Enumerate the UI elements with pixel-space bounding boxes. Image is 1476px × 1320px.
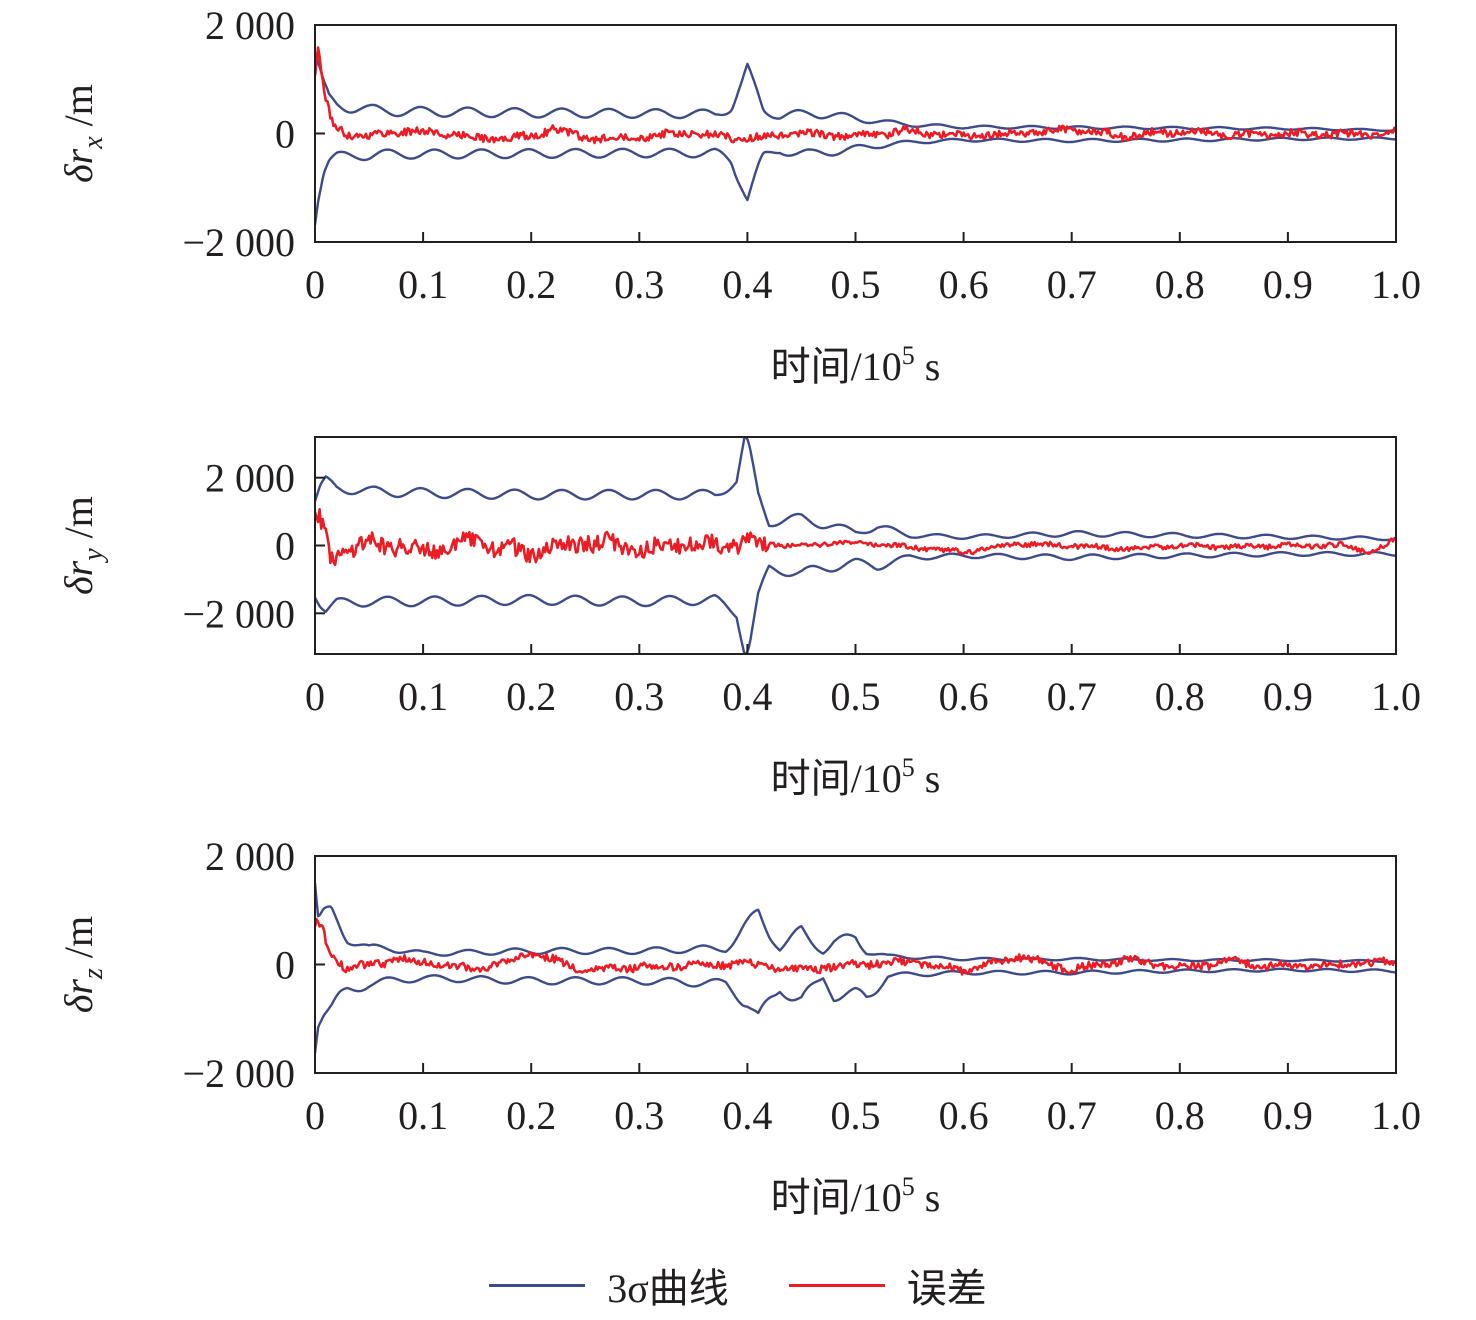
x-tick-label: 1.0 [1371,674,1421,719]
series-line-sigma_upper [315,437,1396,542]
x-axis-label-main: 时间/10 [771,344,902,389]
legend-swatch-sigma [489,1283,586,1287]
series-line-error [315,46,1396,145]
x-axis-label-main: 时间/10 [771,1175,902,1220]
legend-label-error: 误差 [906,1266,987,1312]
series-line-sigma_upper [315,882,1396,964]
x-tick-label: 0.6 [939,674,989,719]
y-axis-label-sub: z [78,968,109,980]
y-axis-label-main: δr [56,979,101,1014]
x-tick-label: 0.1 [398,674,448,719]
series-line-sigma_lower [315,967,1396,1054]
x-tick-label: 1.0 [1371,262,1421,307]
plot-area [315,437,1396,654]
x-axis-label-unit: s [915,344,941,389]
chart-panel-1: 0 0.1 0.2 0.3 0.4 0.5 0.6 0.7 0.8 0.9 1.0−2 00002 … [56,3,1421,389]
x-tick-label: 0.8 [1155,1093,1205,1138]
y-tick-label: 2 000 [205,3,295,48]
x-tick-label: 0.3 [614,262,664,307]
plot-area [315,882,1396,1054]
y-axis-label-unit: /m [56,916,101,968]
y-tick-label: −2 000 [182,591,295,636]
x-tick-label: 0.6 [939,1093,989,1138]
x-tick-label: 0.7 [1047,1093,1097,1138]
x-tick-label: 0.1 [398,262,448,307]
x-tick-label: 0 [305,1093,325,1138]
y-axis-label-sub: y [78,548,109,564]
x-tick-label: 0.3 [614,1093,664,1138]
x-tick-label: 0.2 [506,262,556,307]
x-tick-label: 0.4 [722,1093,772,1138]
y-axis-label: δrz /m [56,916,109,1013]
y-axis-label-main: δr [56,560,101,595]
y-tick-label: −2 000 [182,1051,295,1096]
x-tick-label: 0 [305,262,325,307]
y-axis-label-main: δr [56,148,101,183]
x-tick-label: 0.5 [831,674,881,719]
x-axis-label: 时间/105 s [771,1172,941,1220]
legend-item-error: 误差 [788,1256,987,1314]
x-tick-label: 0.4 [722,674,772,719]
plot-area [315,46,1396,226]
y-axis-label-sub: x [78,136,109,150]
x-tick-label: 0.7 [1047,262,1097,307]
x-tick-label: 0.2 [506,674,556,719]
x-tick-label: 0.5 [831,1093,881,1138]
x-axis-label: 时间/105 s [771,753,941,801]
y-axis-label-unit: /m [56,496,101,548]
series-line-error [315,917,1396,976]
series-line-sigma_lower [315,136,1396,226]
legend-swatch-error [788,1283,885,1287]
series-line-sigma_upper [315,51,1396,133]
x-tick-label: 0.6 [939,262,989,307]
x-tick-label: 0.9 [1263,1093,1313,1138]
x-tick-label: 1.0 [1371,1093,1421,1138]
x-axis-label-main: 时间/10 [771,756,902,801]
y-tick-label: 0 [275,112,295,157]
x-tick-label: 0.7 [1047,674,1097,719]
x-axis-label: 时间/105 s [771,341,941,389]
x-tick-label: 0.9 [1263,674,1313,719]
chart-panel-2: 0 0.1 0.2 0.3 0.4 0.5 0.6 0.7 0.8 0.9 1.0−2 00002 … [56,436,1421,801]
x-tick-label: 0.8 [1155,674,1205,719]
series-line-error [315,507,1396,567]
y-tick-label: −2 000 [182,220,295,265]
x-tick-label: 0 [305,674,325,719]
legend-item-sigma: 3σ曲线 [489,1256,729,1314]
x-axis-label-sup: 5 [902,1172,915,1201]
y-axis-label-unit: /m [56,84,101,136]
series-line-sigma_lower [315,550,1396,654]
y-tick-label: 0 [275,943,295,988]
x-tick-label: 0.9 [1263,262,1313,307]
x-tick-label: 0.5 [831,262,881,307]
x-tick-label: 0.8 [1155,262,1205,307]
x-tick-label: 0.4 [722,262,772,307]
y-tick-label: 2 000 [205,456,295,501]
x-tick-label: 0.1 [398,1093,448,1138]
y-axis-label: δry /m [56,496,109,595]
x-tick-label: 0.3 [614,674,664,719]
x-axis-label-sup: 5 [902,753,915,782]
x-axis-label-unit: s [915,1175,941,1220]
x-tick-label: 0.2 [506,1093,556,1138]
x-axis-label-sup: 5 [902,341,915,370]
legend-label-sigma: 3σ曲线 [607,1266,729,1311]
y-tick-label: 0 [275,524,295,569]
y-tick-label: 2 000 [205,834,295,879]
x-axis-label-unit: s [915,756,941,801]
chart-panel-3: 0 0.1 0.2 0.3 0.4 0.5 0.6 0.7 0.8 0.9 1.0−2 00002 … [56,834,1421,1220]
legend: 3σ曲线 误差 [0,1255,1476,1315]
y-axis-label: δrx /m [56,84,109,183]
